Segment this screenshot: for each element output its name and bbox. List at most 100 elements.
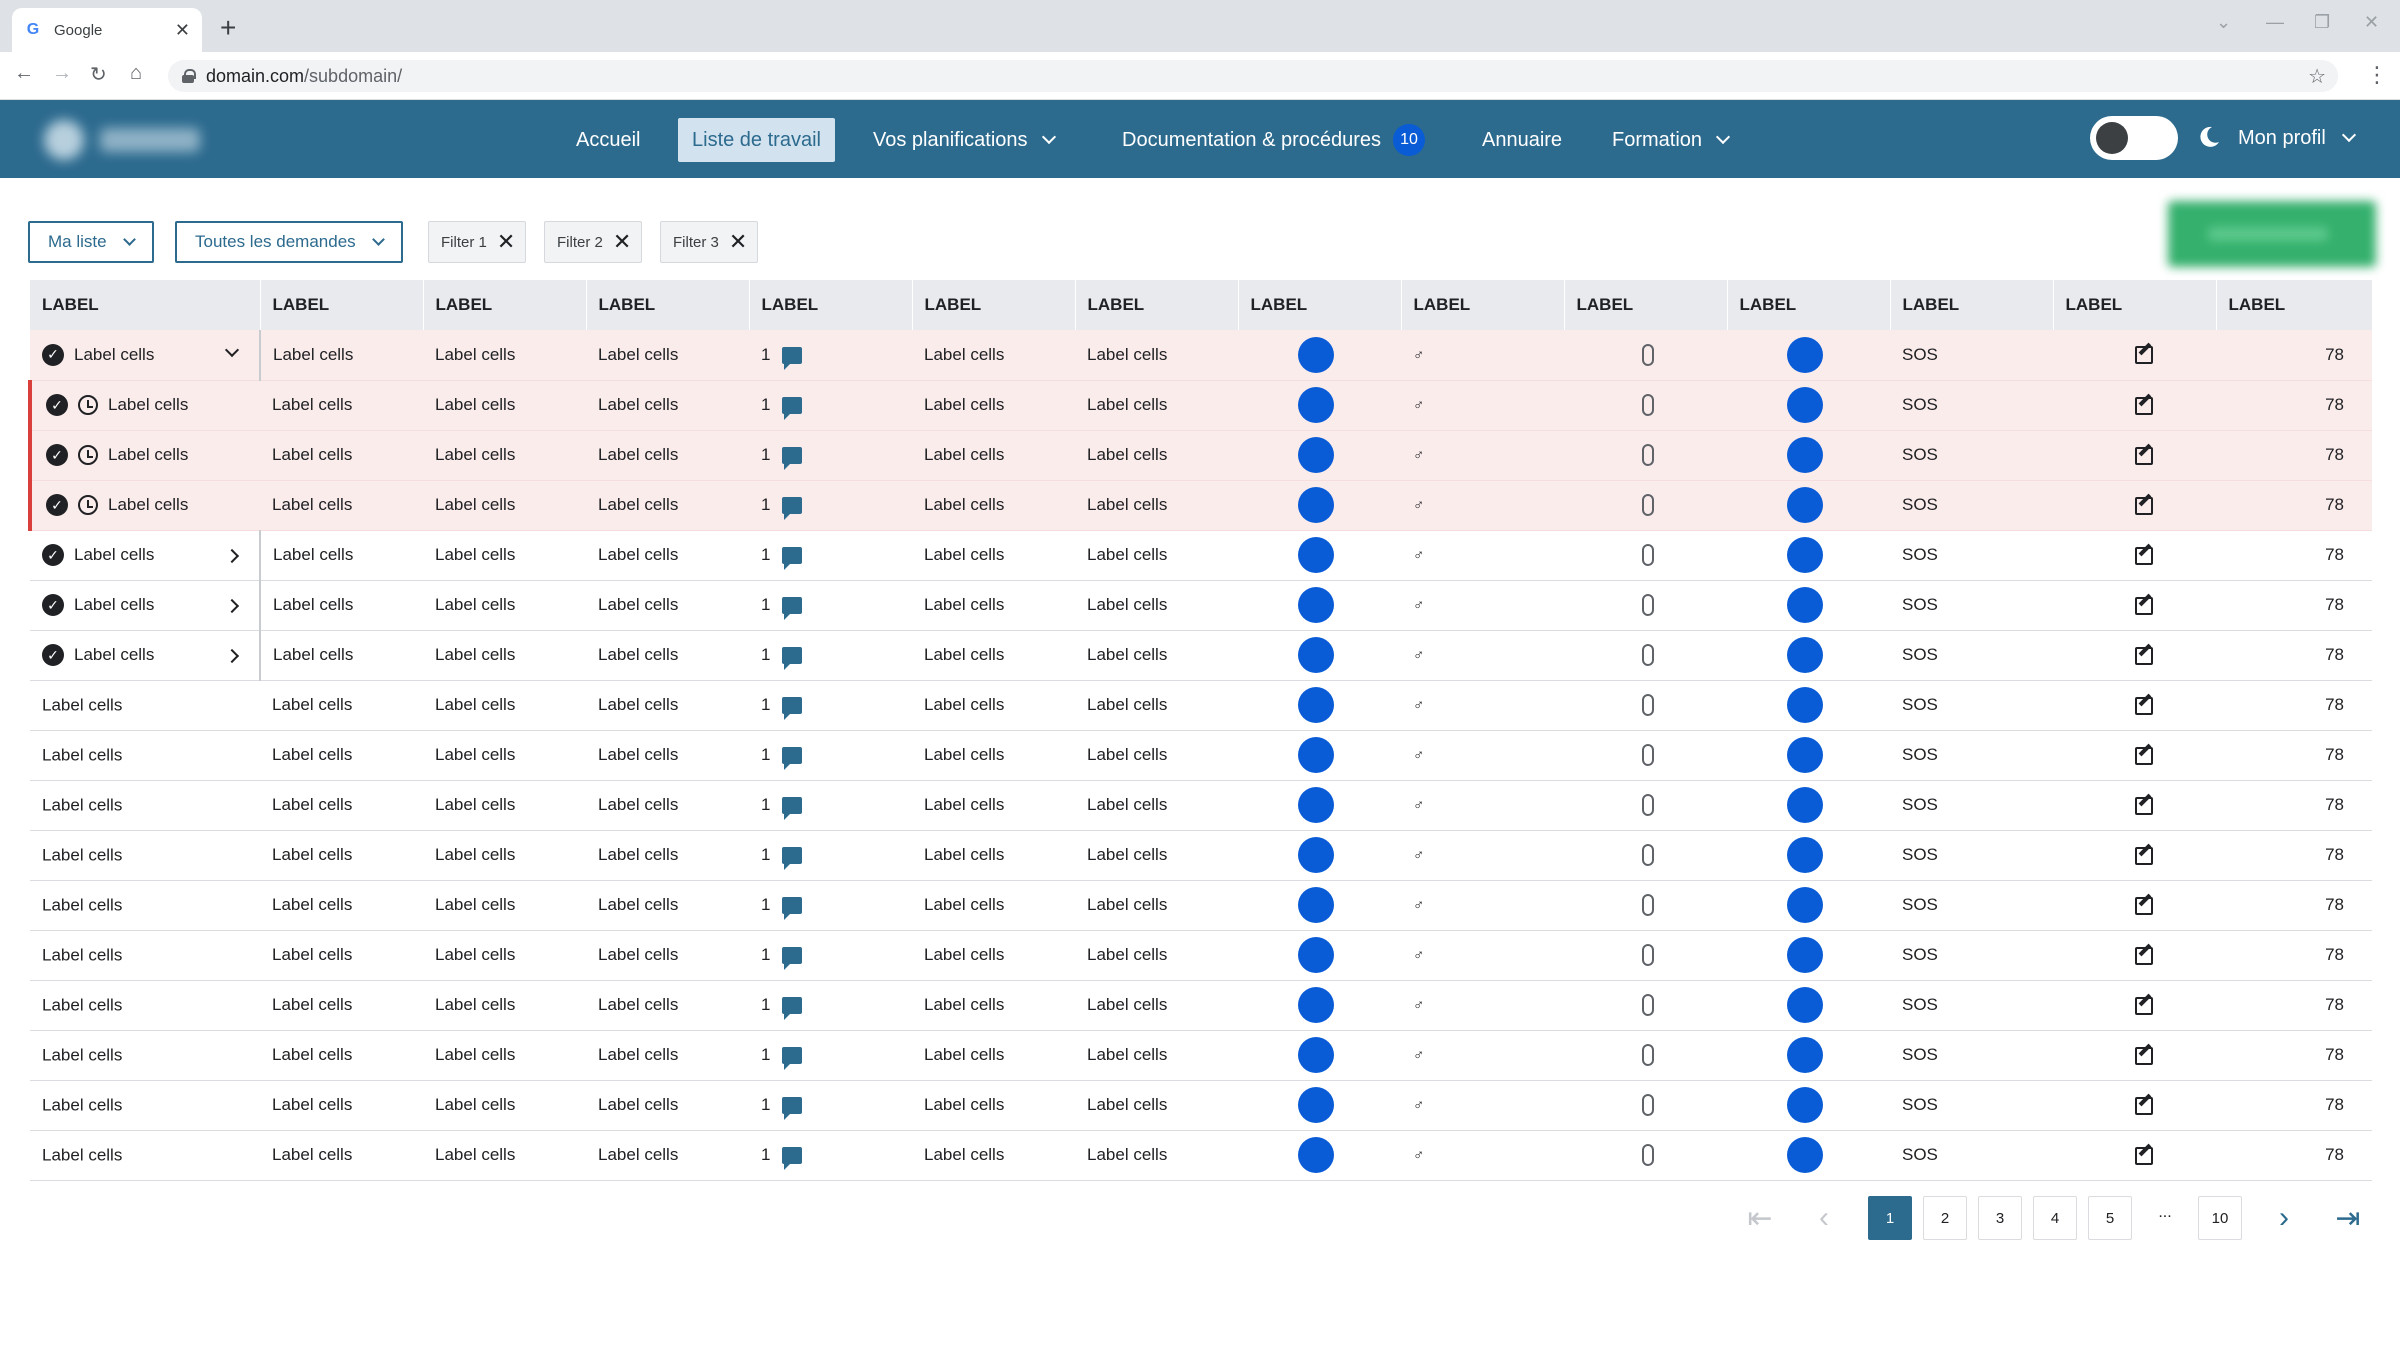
avatar-dot[interactable] [1298, 687, 1334, 723]
nav-vos-planifications[interactable]: Vos planifications [859, 118, 1068, 162]
comment-icon[interactable] [782, 847, 803, 871]
app-logo[interactable] [40, 114, 210, 166]
paperclip-icon[interactable] [1642, 394, 1654, 416]
comment-icon[interactable] [782, 447, 803, 471]
edit-icon[interactable] [2135, 1046, 2153, 1065]
status-dot[interactable] [1787, 787, 1823, 823]
nav-documentation[interactable]: Documentation & procédures 10 [1108, 118, 1439, 162]
table-row[interactable]: ✓ Label cells Label cells Label cells Label … [30, 330, 2372, 381]
edit-icon[interactable] [2135, 546, 2153, 565]
paperclip-icon[interactable] [1642, 544, 1654, 566]
status-dot[interactable] [1787, 987, 1823, 1023]
table-row[interactable]: Label cells Label cells Label cells Label c… [30, 1030, 2372, 1081]
chevron-right-icon[interactable] [224, 598, 240, 613]
status-dot[interactable] [1787, 587, 1823, 623]
nav-annuaire[interactable]: Annuaire [1468, 118, 1576, 162]
column-header[interactable]: LABEL [1237, 280, 1401, 330]
row-first-cell[interactable]: ✓ Label cells [30, 630, 261, 681]
comment-icon[interactable] [782, 346, 803, 370]
avatar-dot[interactable] [1298, 587, 1334, 623]
new-tab-icon[interactable]: + [220, 12, 237, 43]
list-select[interactable]: Ma liste [28, 221, 154, 263]
status-dot[interactable] [1787, 1087, 1823, 1123]
avatar-dot[interactable] [1298, 887, 1334, 923]
status-dot[interactable] [1787, 887, 1823, 923]
table-row[interactable]: ✓ Label cells Label cells Label cells Label … [30, 630, 2372, 681]
table-row[interactable]: ✓ Label cells Label cells Label cells Label … [30, 530, 2372, 581]
row-first-cell[interactable]: Label cells [30, 780, 260, 831]
page-button-last[interactable]: 10 [2198, 1196, 2242, 1240]
column-header[interactable]: LABEL [748, 280, 912, 330]
close-icon[interactable]: ✕ [728, 229, 748, 254]
paperclip-icon[interactable] [1642, 744, 1654, 766]
row-first-cell[interactable]: Label cells [30, 680, 260, 731]
browser-tab[interactable]: G Google ✕ [12, 8, 202, 52]
home-icon[interactable]: ⌂ [130, 62, 143, 84]
status-dot[interactable] [1787, 387, 1823, 423]
primary-action-button[interactable] [2168, 201, 2376, 267]
column-header[interactable]: LABEL [1400, 280, 1564, 330]
avatar-dot[interactable] [1298, 437, 1334, 473]
paperclip-icon[interactable] [1642, 844, 1654, 866]
table-row[interactable]: ✓ Label cells Label cells Label cells Label … [28, 380, 2372, 431]
table-row[interactable]: ✓ Label cells Label cells Label cells Label … [28, 430, 2372, 481]
tab-close-icon[interactable]: ✕ [174, 19, 190, 40]
table-row[interactable]: Label cells Label cells Label cells Label c… [30, 730, 2372, 781]
avatar-dot[interactable] [1298, 537, 1334, 573]
paperclip-icon[interactable] [1642, 1044, 1654, 1066]
table-row[interactable]: ✓ Label cells Label cells Label cells Label … [28, 480, 2372, 531]
paperclip-icon[interactable] [1642, 694, 1654, 716]
row-first-cell[interactable]: Label cells [30, 1030, 260, 1081]
comment-icon[interactable] [782, 497, 803, 521]
dark-mode-toggle[interactable] [2090, 116, 2178, 160]
comment-count-cell[interactable]: 1 [749, 980, 912, 1031]
chevron-down-icon[interactable] [224, 342, 240, 358]
paperclip-icon[interactable] [1642, 1144, 1654, 1166]
paperclip-icon[interactable] [1642, 944, 1654, 966]
column-header[interactable]: LABEL [2052, 280, 2216, 330]
comment-count-cell[interactable]: 1 [749, 680, 912, 731]
table-row[interactable]: Label cells Label cells Label cells Label c… [30, 1130, 2372, 1181]
comment-count-cell[interactable]: 1 [749, 480, 912, 531]
edit-icon[interactable] [2135, 1096, 2153, 1115]
status-dot[interactable] [1787, 937, 1823, 973]
comment-count-cell[interactable]: 1 [749, 1030, 912, 1081]
row-first-cell[interactable]: ✓ Label cells [30, 530, 261, 581]
last-page-icon[interactable]: ⇥ [2335, 1201, 2361, 1235]
avatar-dot[interactable] [1298, 1087, 1334, 1123]
table-row[interactable]: Label cells Label cells Label cells Label c… [30, 980, 2372, 1031]
row-first-cell[interactable]: Label cells [30, 830, 260, 881]
comment-count-cell[interactable]: 1 [749, 530, 912, 581]
comment-count-cell[interactable]: 1 [749, 330, 912, 381]
table-row[interactable]: Label cells Label cells Label cells Label c… [30, 780, 2372, 831]
comment-count-cell[interactable]: 1 [749, 1130, 912, 1181]
comment-icon[interactable] [782, 1047, 803, 1071]
paperclip-icon[interactable] [1642, 444, 1654, 466]
comment-count-cell[interactable]: 1 [749, 380, 912, 431]
avatar-dot[interactable] [1298, 336, 1334, 373]
minimize-icon[interactable]: — [2266, 12, 2284, 32]
first-page-icon[interactable]: ⇤ [1747, 1201, 1773, 1235]
avatar-dot[interactable] [1298, 937, 1334, 973]
paperclip-icon[interactable] [1642, 644, 1654, 666]
close-icon[interactable]: ✕ [612, 229, 632, 254]
profile-menu[interactable]: Mon profil [2238, 116, 2356, 160]
table-row[interactable]: Label cells Label cells Label cells Label c… [30, 930, 2372, 981]
column-header[interactable]: LABEL [422, 280, 586, 330]
comment-count-cell[interactable]: 1 [749, 880, 912, 931]
row-first-cell[interactable]: Label cells [30, 980, 260, 1031]
comment-count-cell[interactable]: 1 [749, 780, 912, 831]
comment-icon[interactable] [782, 897, 803, 921]
avatar-dot[interactable] [1298, 787, 1334, 823]
status-dot[interactable] [1787, 637, 1823, 673]
page-button[interactable]: 4 [2033, 1196, 2077, 1240]
comment-count-cell[interactable]: 1 [749, 630, 912, 681]
chevron-right-icon[interactable] [224, 648, 240, 663]
avatar-dot[interactable] [1298, 387, 1334, 423]
paperclip-icon[interactable] [1642, 594, 1654, 616]
status-dot[interactable] [1787, 437, 1823, 473]
table-row[interactable]: Label cells Label cells Label cells Label c… [30, 680, 2372, 731]
paperclip-icon[interactable] [1642, 794, 1654, 816]
edit-icon[interactable] [2135, 896, 2153, 915]
comment-icon[interactable] [782, 1147, 803, 1171]
